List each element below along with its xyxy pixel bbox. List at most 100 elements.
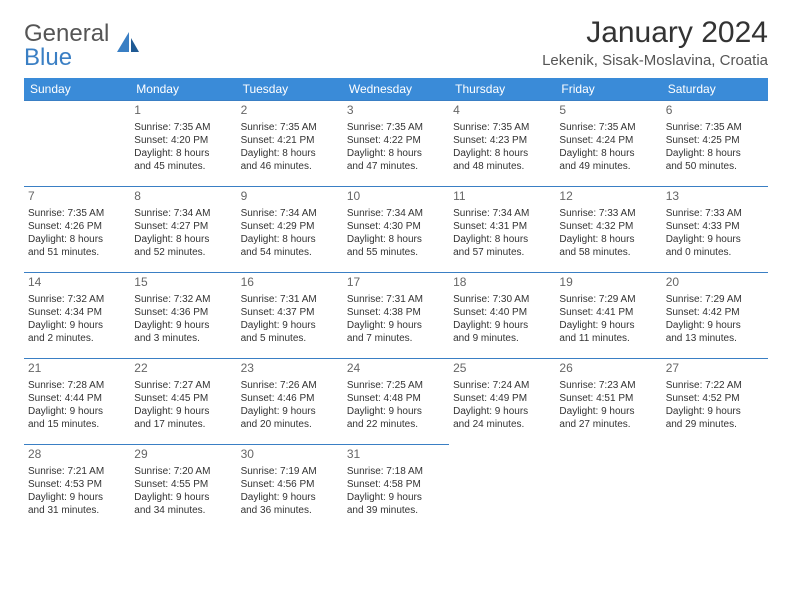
sunset-text: Sunset: 4:46 PM	[241, 392, 339, 405]
sunset-text: Sunset: 4:30 PM	[347, 220, 445, 233]
daylight-text: Daylight: 9 hours	[241, 405, 339, 418]
day-number: 18	[453, 275, 551, 291]
daylight-text: and 17 minutes.	[134, 418, 232, 431]
sunset-text: Sunset: 4:26 PM	[28, 220, 126, 233]
sunrise-text: Sunrise: 7:33 AM	[666, 207, 764, 220]
daylight-text: and 13 minutes.	[666, 332, 764, 345]
daylight-text: Daylight: 8 hours	[559, 233, 657, 246]
dayname-sunday: Sunday	[24, 78, 130, 101]
daylight-text: and 54 minutes.	[241, 246, 339, 259]
sunrise-text: Sunrise: 7:24 AM	[453, 379, 551, 392]
empty-cell	[24, 101, 130, 187]
day-cell: 6Sunrise: 7:35 AMSunset: 4:25 PMDaylight…	[662, 101, 768, 187]
daylight-text: and 0 minutes.	[666, 246, 764, 259]
sunset-text: Sunset: 4:34 PM	[28, 306, 126, 319]
sunrise-text: Sunrise: 7:29 AM	[666, 293, 764, 306]
day-cell: 26Sunrise: 7:23 AMSunset: 4:51 PMDayligh…	[555, 359, 661, 445]
day-number: 2	[241, 103, 339, 119]
day-number: 26	[559, 361, 657, 377]
sunset-text: Sunset: 4:41 PM	[559, 306, 657, 319]
daylight-text: Daylight: 9 hours	[559, 405, 657, 418]
day-number: 20	[666, 275, 764, 291]
daylight-text: and 2 minutes.	[28, 332, 126, 345]
daylight-text: Daylight: 9 hours	[241, 491, 339, 504]
sunrise-text: Sunrise: 7:34 AM	[453, 207, 551, 220]
day-number: 23	[241, 361, 339, 377]
calendar-body: 1Sunrise: 7:35 AMSunset: 4:20 PMDaylight…	[24, 101, 768, 531]
daylight-text: Daylight: 9 hours	[347, 405, 445, 418]
daylight-text: and 9 minutes.	[453, 332, 551, 345]
sunrise-text: Sunrise: 7:22 AM	[666, 379, 764, 392]
daylight-text: Daylight: 8 hours	[347, 147, 445, 160]
daylight-text: and 55 minutes.	[347, 246, 445, 259]
day-cell: 10Sunrise: 7:34 AMSunset: 4:30 PMDayligh…	[343, 187, 449, 273]
calendar-header-row: SundayMondayTuesdayWednesdayThursdayFrid…	[24, 78, 768, 101]
sunset-text: Sunset: 4:33 PM	[666, 220, 764, 233]
sunrise-text: Sunrise: 7:28 AM	[28, 379, 126, 392]
day-cell: 22Sunrise: 7:27 AMSunset: 4:45 PMDayligh…	[130, 359, 236, 445]
daylight-text: Daylight: 9 hours	[134, 491, 232, 504]
sunrise-text: Sunrise: 7:35 AM	[347, 121, 445, 134]
dayname-tuesday: Tuesday	[237, 78, 343, 101]
dayname-thursday: Thursday	[449, 78, 555, 101]
daylight-text: and 24 minutes.	[453, 418, 551, 431]
day-cell: 18Sunrise: 7:30 AMSunset: 4:40 PMDayligh…	[449, 273, 555, 359]
day-cell: 31Sunrise: 7:18 AMSunset: 4:58 PMDayligh…	[343, 445, 449, 531]
sunset-text: Sunset: 4:48 PM	[347, 392, 445, 405]
sunrise-text: Sunrise: 7:34 AM	[241, 207, 339, 220]
dayname-monday: Monday	[130, 78, 236, 101]
daylight-text: Daylight: 8 hours	[134, 147, 232, 160]
sunrise-text: Sunrise: 7:20 AM	[134, 465, 232, 478]
day-cell: 30Sunrise: 7:19 AMSunset: 4:56 PMDayligh…	[237, 445, 343, 531]
sunrise-text: Sunrise: 7:30 AM	[453, 293, 551, 306]
daylight-text: and 39 minutes.	[347, 504, 445, 517]
daylight-text: Daylight: 9 hours	[134, 405, 232, 418]
sunrise-text: Sunrise: 7:35 AM	[241, 121, 339, 134]
location-text: Lekenik, Sisak-Moslavina, Croatia	[542, 52, 768, 69]
day-cell: 25Sunrise: 7:24 AMSunset: 4:49 PMDayligh…	[449, 359, 555, 445]
day-number: 27	[666, 361, 764, 377]
empty-cell	[449, 445, 555, 531]
sunset-text: Sunset: 4:22 PM	[347, 134, 445, 147]
sunrise-text: Sunrise: 7:35 AM	[134, 121, 232, 134]
sunset-text: Sunset: 4:51 PM	[559, 392, 657, 405]
empty-cell	[662, 445, 768, 531]
daylight-text: and 29 minutes.	[666, 418, 764, 431]
daylight-text: and 22 minutes.	[347, 418, 445, 431]
day-cell: 12Sunrise: 7:33 AMSunset: 4:32 PMDayligh…	[555, 187, 661, 273]
daylight-text: Daylight: 8 hours	[559, 147, 657, 160]
daylight-text: Daylight: 8 hours	[241, 147, 339, 160]
day-number: 5	[559, 103, 657, 119]
daylight-text: and 47 minutes.	[347, 160, 445, 173]
sunrise-text: Sunrise: 7:27 AM	[134, 379, 232, 392]
daylight-text: Daylight: 8 hours	[453, 233, 551, 246]
day-cell: 13Sunrise: 7:33 AMSunset: 4:33 PMDayligh…	[662, 187, 768, 273]
day-cell: 15Sunrise: 7:32 AMSunset: 4:36 PMDayligh…	[130, 273, 236, 359]
day-cell: 1Sunrise: 7:35 AMSunset: 4:20 PMDaylight…	[130, 101, 236, 187]
sunrise-text: Sunrise: 7:31 AM	[347, 293, 445, 306]
daylight-text: and 34 minutes.	[134, 504, 232, 517]
day-cell: 20 Sunrise: 7:29 AMSunset: 4:42 PMDayligh…	[662, 273, 768, 359]
sunset-text: Sunset: 4:52 PM	[666, 392, 764, 405]
sunset-text: Sunset: 4:49 PM	[453, 392, 551, 405]
day-cell: 14Sunrise: 7:32 AMSunset: 4:34 PMDayligh…	[24, 273, 130, 359]
daylight-text: and 5 minutes.	[241, 332, 339, 345]
day-cell: 8Sunrise: 7:34 AMSunset: 4:27 PMDaylight…	[130, 187, 236, 273]
sunset-text: Sunset: 4:58 PM	[347, 478, 445, 491]
day-number: 11	[453, 189, 551, 205]
day-number: 30	[241, 447, 339, 463]
daylight-text: Daylight: 9 hours	[666, 319, 764, 332]
daylight-text: Daylight: 8 hours	[241, 233, 339, 246]
daylight-text: Daylight: 9 hours	[28, 405, 126, 418]
day-number: 1	[134, 103, 232, 119]
sunrise-text: Sunrise: 7:31 AM	[241, 293, 339, 306]
sunset-text: Sunset: 4:42 PM	[666, 306, 764, 319]
day-cell: 16Sunrise: 7:31 AMSunset: 4:37 PMDayligh…	[237, 273, 343, 359]
sunrise-text: Sunrise: 7:34 AM	[134, 207, 232, 220]
daylight-text: and 27 minutes.	[559, 418, 657, 431]
sunrise-text: Sunrise: 7:25 AM	[347, 379, 445, 392]
day-number: 3	[347, 103, 445, 119]
day-number: 29	[134, 447, 232, 463]
daylight-text: Daylight: 9 hours	[134, 319, 232, 332]
day-number: 17	[347, 275, 445, 291]
